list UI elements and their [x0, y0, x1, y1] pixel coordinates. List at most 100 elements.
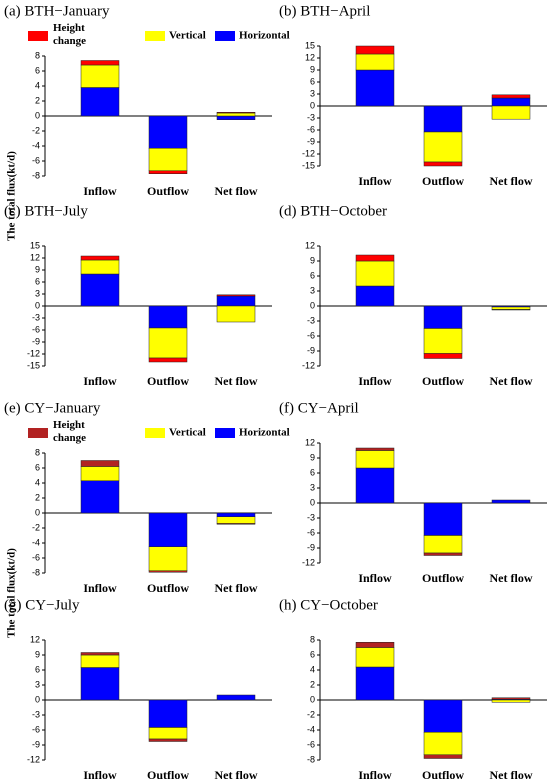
bar-segment — [491, 94, 531, 99]
bar-segment — [355, 285, 395, 307]
y-tick-label: 6 — [35, 65, 40, 75]
x-tick-label: Outflow — [147, 184, 189, 198]
y-tick-label: 4 — [35, 477, 40, 487]
y-tick-label: -6 — [32, 324, 40, 334]
legend-swatch — [145, 31, 165, 41]
y-tick-label: 3 — [35, 288, 40, 298]
x-tick-label: Outflow — [422, 571, 464, 585]
y-tick-label: -12 — [27, 754, 40, 764]
y-tick-label: 0 — [310, 694, 315, 704]
y-tick-label: 6 — [310, 76, 315, 86]
bar-segment — [491, 306, 531, 310]
bar-segment — [423, 161, 463, 167]
bar-segment — [423, 328, 463, 354]
y-tick-label: 6 — [310, 649, 315, 659]
bar-segment — [148, 727, 188, 740]
bar-segment — [80, 64, 120, 88]
bar-segment — [148, 738, 188, 742]
y-tick-label: 12 — [30, 252, 40, 262]
bar-segment — [216, 112, 256, 114]
y-tick-label: -2 — [307, 709, 315, 719]
bar-segment — [80, 480, 120, 514]
bar-segment — [216, 295, 256, 307]
y-tick-label: 0 — [35, 694, 40, 704]
bar-segment — [355, 69, 395, 107]
panel-title: (c) BTH−July — [4, 203, 88, 219]
panel-title: (d) BTH−October — [279, 203, 387, 219]
y-tick-label: -4 — [307, 724, 315, 734]
bar-segment — [216, 512, 256, 517]
y-tick-label: 12 — [305, 52, 315, 62]
y-tick-label: 3 — [310, 88, 315, 98]
y-tick-label: -6 — [307, 739, 315, 749]
x-tick-label: Net flow — [490, 571, 533, 585]
bar-segment — [80, 654, 120, 668]
y-tick-label: 0 — [35, 300, 40, 310]
y-tick-label: 15 — [305, 40, 315, 50]
legend-label: Height change — [53, 419, 86, 444]
y-tick-label: 2 — [35, 492, 40, 502]
legend-label-box: Height change — [53, 419, 86, 444]
y-tick-label: -8 — [307, 754, 315, 764]
bar-segment — [148, 699, 188, 728]
bar-segment — [80, 460, 120, 467]
y-tick-label: 0 — [35, 110, 40, 120]
y-tick-label: 2 — [310, 679, 315, 689]
legend-swatch — [215, 428, 235, 438]
y-tick-label: -12 — [302, 148, 315, 158]
legend-label: Horizontal — [239, 427, 290, 439]
y-tick-label: 9 — [35, 264, 40, 274]
y-tick-label: 6 — [35, 664, 40, 674]
bar-segment — [80, 259, 120, 275]
y-tick-label: -9 — [32, 336, 40, 346]
panel-title: (f) CY−April — [279, 400, 359, 416]
legend-label: Vertical — [169, 427, 206, 439]
y-tick-label: 6 — [310, 270, 315, 280]
x-tick-label: Inflow — [358, 174, 392, 188]
bar-segment — [423, 131, 463, 163]
y-tick-label: 9 — [310, 64, 315, 74]
legend-label: Height change — [53, 22, 86, 47]
x-tick-label: Net flow — [215, 581, 258, 595]
x-tick-label: Net flow — [215, 374, 258, 388]
y-tick-label: -3 — [32, 312, 40, 322]
bar-segment — [216, 694, 256, 701]
bar-segment — [216, 115, 256, 120]
y-tick-label: -15 — [302, 160, 315, 170]
bar-segment — [148, 148, 188, 171]
y-tick-label: -3 — [32, 709, 40, 719]
y-tick-label: 3 — [310, 285, 315, 295]
bar-segment — [148, 512, 188, 547]
bar-segment — [80, 652, 120, 656]
y-tick-label: -3 — [307, 112, 315, 122]
y-tick-label: -2 — [32, 125, 40, 135]
x-tick-label: Outflow — [422, 174, 464, 188]
y-tick-label: -3 — [307, 315, 315, 325]
bar-segment — [423, 305, 463, 329]
bar-segment — [423, 105, 463, 133]
y-tick-label: 15 — [30, 240, 40, 250]
y-tick-label: 9 — [310, 255, 315, 265]
bar-segment — [491, 97, 531, 107]
y-tick-label: -12 — [27, 348, 40, 358]
x-tick-label: Outflow — [422, 768, 464, 780]
y-tick-label: -12 — [302, 557, 315, 567]
panel-title: (a) BTH−January — [4, 3, 110, 19]
x-tick-label: Net flow — [490, 768, 533, 780]
bar-segment — [216, 516, 256, 524]
y-tick-label: -9 — [32, 739, 40, 749]
panel-title: (g) CY−July — [4, 597, 80, 613]
x-tick-label: Net flow — [490, 374, 533, 388]
legend-swatch — [145, 428, 165, 438]
bar-segment — [216, 523, 256, 525]
y-tick-label: 6 — [310, 467, 315, 477]
bar-segment — [148, 357, 188, 363]
y-tick-label: 6 — [35, 276, 40, 286]
bar-segment — [423, 754, 463, 759]
y-tick-label: 8 — [310, 634, 315, 644]
y-tick-label: 0 — [310, 497, 315, 507]
bar-segment — [355, 666, 395, 701]
y-tick-label: 12 — [305, 437, 315, 447]
bar-segment — [148, 570, 188, 573]
bar-segment — [216, 305, 256, 323]
